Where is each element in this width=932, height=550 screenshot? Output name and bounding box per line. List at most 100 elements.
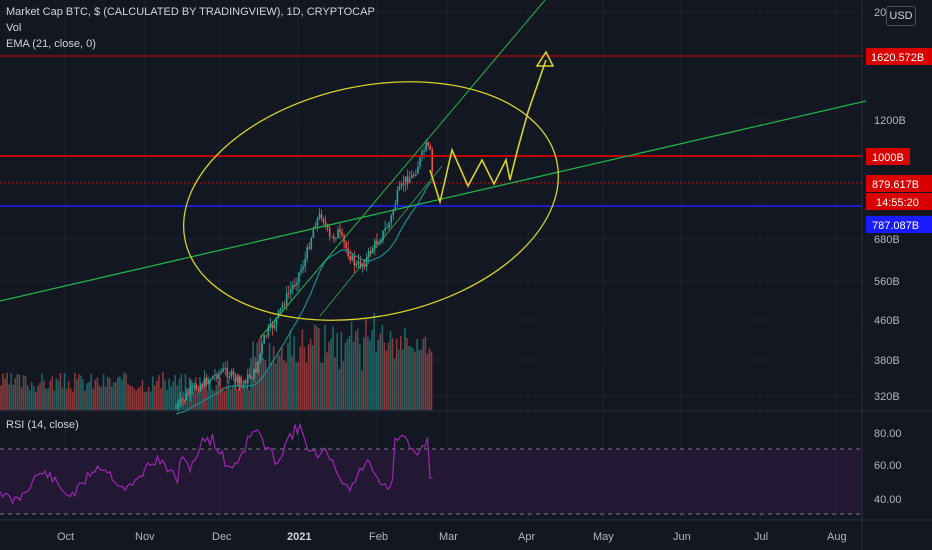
price-label-787: 787.087B — [872, 220, 919, 232]
volume-bar — [201, 383, 203, 410]
candle-body — [322, 218, 325, 223]
candle-body — [341, 232, 343, 236]
candle-body — [287, 293, 290, 295]
volume-bar — [213, 390, 215, 410]
volume-bar — [69, 388, 72, 410]
legend-title: Market Cap BTC, $ (CALCULATED BY TRADING… — [6, 6, 375, 18]
time-tick: Oct — [57, 531, 74, 543]
volume-bar — [76, 379, 78, 410]
volume-bar — [172, 381, 174, 410]
candle-body — [314, 226, 317, 229]
candle-body — [251, 377, 253, 379]
volume-bar — [274, 363, 277, 410]
volume-bar — [190, 380, 193, 410]
volume-bar — [330, 338, 332, 410]
candle-body — [302, 266, 304, 270]
volume-bar — [170, 386, 172, 410]
volume-bar — [283, 360, 285, 410]
volume-bar — [6, 372, 8, 410]
volume-bar — [358, 344, 361, 410]
candle-body — [402, 182, 405, 185]
legend-vol: Vol — [6, 22, 22, 34]
volume-bar — [424, 336, 427, 410]
volume-bar — [123, 372, 125, 410]
volume-bar — [412, 348, 414, 410]
volume-bar — [238, 373, 240, 410]
candle-body — [179, 399, 181, 404]
price-label-countdown: 14:55:20 — [876, 197, 919, 209]
volume-bar — [256, 342, 259, 410]
volume-bar — [387, 342, 390, 410]
volume-bar — [45, 388, 47, 410]
candle-body — [281, 304, 284, 308]
candle-body — [271, 323, 274, 329]
price-tick: 20 — [874, 7, 886, 19]
volume-bar — [12, 384, 15, 410]
legend-rsi: RSI (14, close) — [6, 419, 79, 431]
volume-bar — [51, 376, 54, 410]
volume-bar — [53, 390, 56, 410]
candle-body — [189, 387, 192, 395]
volume-bars — [0, 313, 433, 410]
currency-button[interactable]: USD — [886, 6, 916, 26]
candle-body — [359, 261, 362, 267]
volume-bar — [37, 385, 39, 410]
volume-bar — [147, 386, 150, 410]
volume-bar — [385, 350, 388, 410]
volume-bar — [4, 378, 6, 410]
candle-body — [193, 385, 196, 387]
volume-bar — [266, 368, 269, 410]
volume-bar — [127, 383, 129, 410]
volume-bar — [371, 329, 373, 410]
candle-body — [421, 150, 423, 158]
volume-bar — [379, 333, 382, 410]
volume-bar — [158, 375, 160, 410]
price-label-bg — [866, 175, 932, 192]
volume-bar — [264, 360, 267, 410]
candle-body — [214, 374, 216, 376]
volume-bar — [242, 384, 244, 410]
volume-bar — [260, 334, 263, 410]
volume-bar — [63, 373, 66, 410]
candle-body — [386, 227, 388, 229]
candle-body — [347, 248, 349, 257]
volume-bar — [422, 338, 425, 410]
candle-body — [205, 377, 208, 385]
rsi-axis: 80.00 60.00 40.00 — [874, 428, 902, 506]
volume-bar — [287, 342, 289, 410]
price-label-879: 879.617B — [872, 179, 919, 191]
candle-body — [208, 379, 210, 385]
rsi-tick: 40.00 — [874, 494, 902, 506]
candle-body — [234, 374, 237, 383]
candle-body — [312, 228, 315, 238]
candle-body — [415, 173, 417, 176]
time-axis: Oct Nov Dec 2021 Feb Mar Apr May Jun Jul… — [57, 531, 847, 543]
candle-body — [394, 203, 397, 211]
price-label-bg — [866, 48, 932, 65]
volume-bar — [8, 384, 10, 410]
time-tick: May — [593, 531, 614, 543]
volume-bar — [272, 346, 275, 410]
candle-body — [365, 257, 368, 267]
volume-bar — [125, 373, 127, 410]
volume-bar — [151, 376, 154, 410]
volume-bar — [18, 374, 21, 410]
candle-body — [361, 263, 364, 267]
volume-bar — [428, 348, 431, 410]
volume-bar — [338, 369, 341, 410]
candle-body — [339, 229, 341, 233]
volume-bar — [59, 372, 62, 410]
volume-bar — [381, 324, 384, 410]
time-tick: Dec — [212, 531, 232, 543]
volume-bar — [22, 375, 25, 410]
volume-bar — [104, 387, 107, 410]
volume-bar — [285, 362, 287, 410]
volume-bar — [20, 387, 23, 410]
candle-body — [197, 389, 200, 391]
volume-bar — [219, 378, 222, 410]
time-tick: 2021 — [287, 531, 311, 543]
volume-bar — [156, 380, 158, 410]
candle-body — [390, 215, 393, 223]
volume-bar — [24, 375, 27, 410]
